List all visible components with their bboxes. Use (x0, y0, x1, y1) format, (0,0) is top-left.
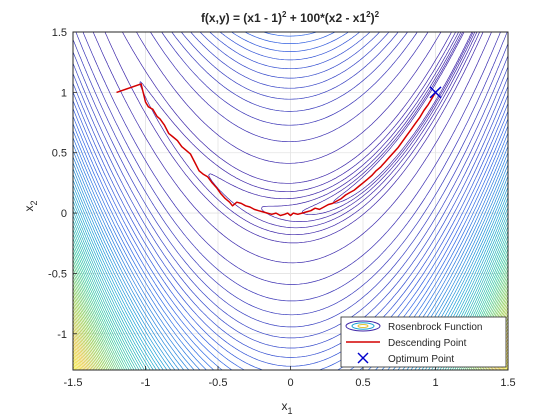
x-axis-ticks: -1.5 -1 -0.5 0 0.5 1 1.5 (64, 366, 516, 389)
legend-marker-swatch (357, 352, 369, 364)
descent-path-layer (116, 83, 437, 217)
x-tick-label: 1.5 (500, 377, 515, 389)
legend-label-descending: Descending Point (388, 338, 467, 349)
optimum-layer (429, 86, 442, 99)
y-axis-ticks: -1 -0.5 0 0.5 1 1.5 (48, 27, 77, 341)
contour-line (73, 156, 508, 370)
contour-line (73, 32, 508, 328)
legend-label-optimum: Optimum Point (388, 354, 454, 365)
contour-line (73, 174, 508, 370)
x-tick-label: 0.5 (355, 377, 370, 389)
contour-line (139, 32, 481, 236)
contour-line (92, 32, 492, 264)
contour-line (73, 32, 508, 370)
x-tick-label: -1.5 (64, 377, 83, 389)
contour-line (82, 32, 501, 285)
optimum-point-marker (429, 86, 442, 99)
x-tick-label: 0 (287, 377, 293, 389)
chart-title: f(x,y) = (x1 - 1)2 + 100*(x2 - x12)2 (201, 10, 380, 25)
grid-lines (73, 32, 508, 370)
legend-label-rosenbrock: Rosenbrock Function (388, 322, 483, 333)
y-tick-label: 0.5 (52, 148, 67, 160)
contour-line (73, 168, 508, 370)
x-axis-label: x1 (281, 399, 292, 416)
contour-line (75, 32, 508, 302)
contour-line (73, 32, 508, 316)
x-tick-label: -0.5 (209, 377, 228, 389)
legend-contour-swatch (345, 320, 381, 332)
contour-line (73, 32, 508, 367)
descent-path-line (116, 83, 437, 217)
y-tick-label: 0 (61, 208, 67, 220)
contour-line (73, 190, 508, 370)
contour-line (73, 195, 508, 370)
x-tick-label: 1 (432, 377, 438, 389)
contour-line (104, 32, 484, 244)
y-tick-label: -0.5 (48, 268, 67, 280)
contour-line (208, 32, 478, 229)
y-tick-label: 1.5 (52, 27, 67, 39)
x-tick-label: -1 (141, 377, 151, 389)
legend: Rosenbrock Function Descending Point Opt… (340, 316, 507, 368)
y-axis-label: x2 (22, 200, 39, 211)
y-tick-label: 1 (61, 87, 67, 99)
y-tick-label: -1 (57, 329, 67, 341)
